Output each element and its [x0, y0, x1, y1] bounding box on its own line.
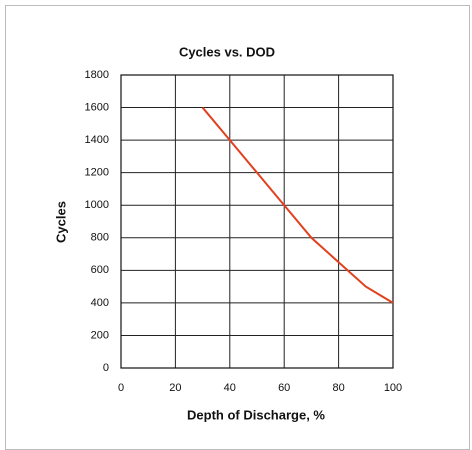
x-tick-label: 80: [332, 382, 344, 394]
plot-border: [120, 74, 394, 369]
y-tick-label: 1200: [85, 167, 109, 179]
y-tick-label: 0: [103, 362, 109, 374]
y-tick-label: 600: [91, 264, 109, 276]
y-tick-label: 1600: [85, 101, 109, 113]
x-tick-label: 40: [224, 382, 236, 394]
frame: [5, 5, 470, 450]
y-tick-label: 200: [91, 329, 109, 341]
y-tick-label: 1400: [85, 134, 109, 146]
y-tick-label: 800: [91, 232, 109, 244]
x-tick-label: 20: [169, 382, 181, 394]
data-line: [201, 106, 394, 304]
y-tick-label: 1800: [85, 69, 109, 81]
x-tick-label: 0: [118, 382, 124, 394]
y-axis-label: Cycles: [53, 201, 68, 243]
x-tick-label: 100: [384, 382, 402, 394]
x-tick-label: 60: [278, 382, 290, 394]
x-axis-label: Depth of Discharge, %: [187, 407, 325, 422]
y-tick-label: 400: [91, 297, 109, 309]
chart-title: Cycles vs. DOD: [179, 44, 275, 59]
y-tick-label: 1000: [85, 199, 109, 211]
